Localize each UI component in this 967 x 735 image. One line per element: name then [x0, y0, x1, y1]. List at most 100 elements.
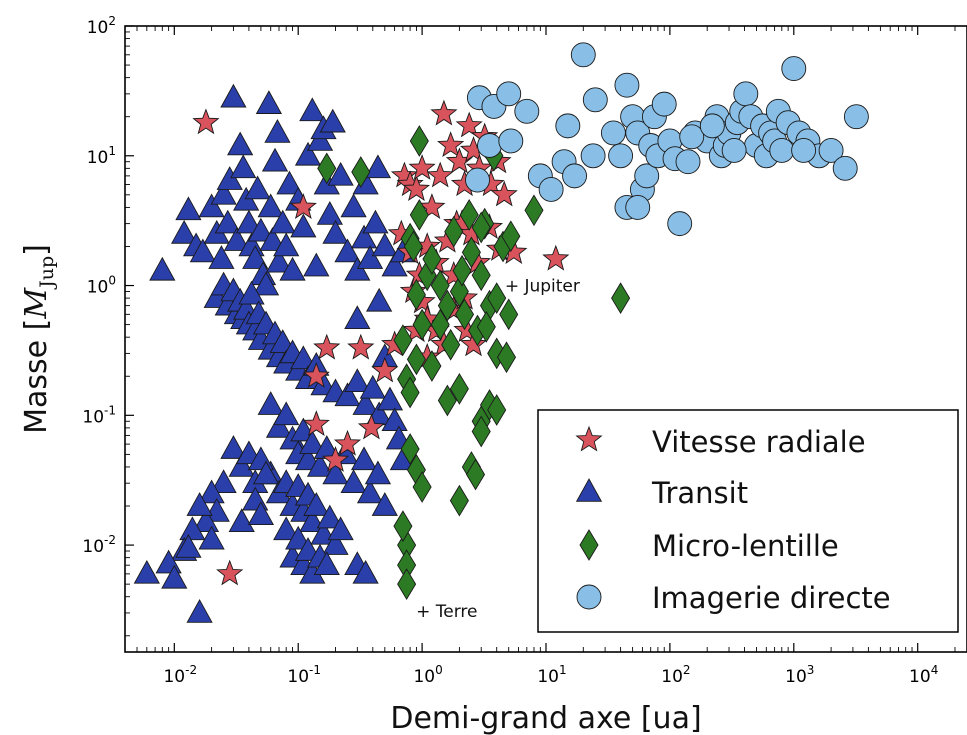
transit-point [276, 170, 303, 195]
legend-label-transit: Transit [651, 476, 748, 510]
radial-velocity-point [216, 559, 244, 586]
radial-velocity-point [302, 410, 330, 437]
transit-point [179, 516, 206, 541]
y-axis-title-subscript: Jup [36, 256, 58, 290]
direct-imaging-point [477, 133, 502, 158]
radial-velocity-point [430, 99, 458, 126]
microlensing-point [501, 220, 521, 253]
direct-imaging-point [570, 42, 596, 68]
transit-point [316, 504, 343, 529]
microlensing-point [441, 328, 461, 361]
y-tick-label: 101 [87, 144, 116, 168]
annotation-terre: + Terre [416, 602, 477, 622]
legend-label-microlens: Micro-lentille [652, 529, 839, 563]
transit-point [247, 501, 275, 525]
microlensing-point [496, 341, 517, 374]
microlensing-point [409, 125, 429, 157]
transit-point [198, 479, 225, 504]
transit-point [220, 435, 247, 459]
legend-marker-star [575, 425, 603, 452]
transit-point [265, 413, 293, 438]
legend-box [537, 409, 959, 633]
direct-imaging-point [625, 194, 651, 220]
transit-point [299, 430, 326, 454]
radial-velocity-point [289, 193, 317, 219]
transit-point [322, 219, 349, 244]
transit-point [366, 287, 393, 312]
y-tick-label: 100 [87, 274, 116, 298]
x-tick-label: 102 [661, 663, 690, 687]
series-triangle [133, 83, 417, 623]
microlensing-point [471, 415, 491, 448]
legend-marker-circle [576, 584, 602, 610]
transit-point [273, 232, 300, 257]
legend-label-radial: Vitesse radiale [652, 425, 866, 459]
legend-label-imaging: Imagerie directe [652, 581, 891, 615]
microlensing-point [449, 484, 469, 517]
transit-point [303, 492, 330, 516]
transit-point [350, 446, 378, 471]
radial-velocity-point [347, 333, 375, 360]
y-axis-title: Masse [MJup] [19, 244, 58, 434]
transit-point [247, 217, 275, 242]
direct-imaging-point [675, 149, 701, 175]
microlensing-point [471, 259, 491, 292]
transit-point [371, 232, 398, 257]
direct-imaging-point [496, 81, 522, 107]
data-points [133, 42, 869, 623]
radial-velocity-point [408, 154, 436, 180]
transit-point [340, 193, 367, 218]
microlensing-point [412, 308, 432, 341]
microlensing-point [393, 324, 413, 356]
microlensing-point [437, 384, 457, 417]
transit-point [161, 564, 188, 589]
transit-point [257, 193, 284, 218]
radial-velocity-point [302, 361, 330, 388]
x-axis-title: Demi-grand axe [ua] [390, 701, 701, 735]
microlensing-point [459, 199, 479, 231]
microlensing-point [466, 458, 486, 491]
transit-point [133, 559, 160, 584]
transit-point [259, 227, 286, 251]
transit-point [228, 453, 255, 477]
y-tick-label: 10-2 [82, 533, 116, 557]
radial-velocity-point [490, 180, 518, 207]
transit-point [175, 534, 202, 558]
transit-point [356, 479, 384, 504]
direct-imaging-point [843, 104, 869, 130]
x-tick-label: 10-1 [287, 663, 321, 687]
transit-point [214, 209, 241, 234]
transit-point [210, 469, 237, 493]
transit-point [322, 460, 349, 485]
microlensing-point [430, 308, 450, 341]
transit-point [303, 252, 330, 277]
annotation-jupiter: + Jupiter [505, 277, 580, 297]
series-circle [465, 42, 869, 237]
transit-point [186, 599, 213, 623]
microlensing-point [422, 243, 442, 275]
microlensing-point [393, 510, 413, 542]
microlensing-point [452, 254, 472, 287]
transit-point [269, 209, 296, 234]
transit-point [228, 508, 255, 533]
transit-point [319, 108, 346, 133]
axis-ticks: 10-2 10-1 100 101 102 103 104 10-2 10-1 100 101 102 [82, 14, 956, 687]
transit-point [364, 154, 392, 179]
direct-imaging-point [679, 124, 705, 150]
x-tick-label: 101 [537, 663, 566, 687]
direct-imaging-point [832, 155, 858, 181]
transit-point [220, 83, 247, 108]
transit-point [306, 127, 334, 151]
microlensing-point [499, 298, 519, 331]
radial-velocity-point [426, 161, 454, 188]
microlensing-point [400, 433, 420, 465]
direct-imaging-point [555, 113, 581, 139]
microlensing-point [403, 230, 423, 263]
transit-point [252, 271, 280, 296]
microlensing-point [406, 278, 426, 311]
transit-point [344, 256, 371, 281]
x-tick-label: 104 [909, 663, 938, 687]
direct-imaging-point [465, 167, 490, 193]
microlensing-point [524, 194, 544, 227]
transit-point [364, 460, 392, 485]
